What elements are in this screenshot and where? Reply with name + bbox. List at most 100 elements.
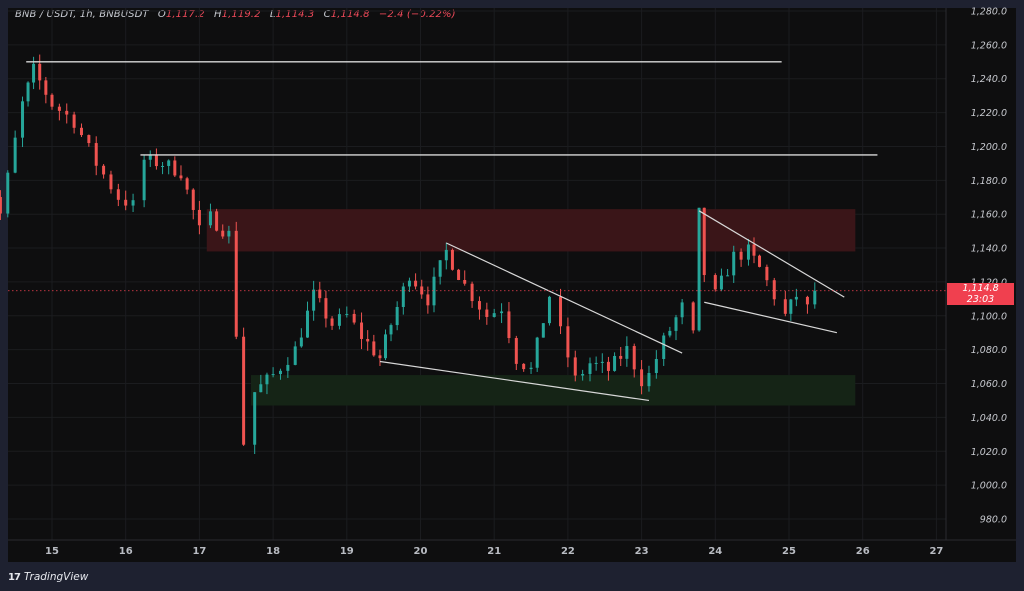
candle-up: [529, 367, 533, 370]
price-axis-label: 1,240.0: [971, 74, 1007, 85]
candle-down: [124, 199, 128, 206]
price-axis-label: 1,060.0: [971, 379, 1007, 390]
candle-up: [444, 249, 448, 261]
trendline: [698, 210, 845, 298]
candle-down: [522, 363, 526, 370]
candle-down: [185, 178, 189, 190]
price-axis-label: 980.0: [980, 514, 1007, 525]
time-axis-label: 25: [782, 546, 796, 557]
last-price-tag: 1,114.8 23:03: [947, 283, 1014, 305]
tradingview-branding[interactable]: 17 TradingView: [8, 571, 88, 583]
trendline: [446, 242, 683, 354]
candle-up: [265, 374, 269, 385]
symbol-label: BNB / USDT, 1h, BNBUSDT: [15, 9, 149, 20]
price-axis-label: 1,260.0: [971, 40, 1007, 51]
candle-down: [691, 302, 695, 331]
candle-down: [765, 266, 769, 281]
candle-down: [352, 313, 356, 323]
candle-up: [492, 313, 496, 317]
candle-up: [278, 370, 282, 375]
candle-down: [234, 230, 238, 337]
candle-up: [668, 330, 672, 336]
candle-down: [573, 357, 577, 376]
candle-down: [372, 341, 376, 356]
price-axis-label: 1,160.0: [971, 210, 1007, 221]
candle-up: [613, 355, 617, 371]
candle-up: [794, 296, 798, 300]
candle-up: [253, 392, 257, 445]
candle-up: [647, 372, 651, 387]
candle-down: [179, 175, 183, 179]
time-axis-label: 22: [561, 546, 575, 557]
candle-down: [805, 296, 809, 305]
candle-down: [713, 275, 717, 290]
candle-down: [619, 355, 623, 359]
candle-down: [197, 209, 201, 226]
candle-down: [50, 94, 54, 107]
candle-down: [420, 286, 424, 295]
candle-up: [312, 289, 316, 311]
candle-up: [383, 334, 387, 359]
candle-up: [6, 172, 10, 214]
candle-up: [719, 275, 723, 290]
candle-down: [507, 311, 511, 339]
supply-zone: [206, 209, 856, 252]
candle-up: [500, 311, 504, 314]
candle-down: [87, 135, 91, 144]
candle-up: [662, 335, 666, 359]
candle-down: [154, 154, 158, 167]
candle-down: [366, 338, 370, 342]
candle-down: [470, 283, 474, 302]
candle-down: [79, 127, 83, 136]
candle-up: [581, 373, 585, 376]
candle-up: [167, 160, 171, 166]
time-axis-label: 20: [414, 546, 428, 557]
candle-down: [378, 355, 382, 359]
candle-down: [450, 249, 454, 270]
price-axis-label: 1,040.0: [971, 413, 1007, 424]
candle-up: [32, 63, 36, 83]
candle-down: [38, 63, 42, 81]
candle-up: [271, 374, 275, 376]
candle-down: [109, 174, 113, 190]
brand-name: TradingView: [23, 571, 89, 583]
candle-up: [401, 286, 405, 307]
demand-zone: [250, 375, 856, 406]
candle-down: [191, 189, 195, 210]
price-axis-label: 1,000.0: [971, 481, 1007, 492]
candle-up: [726, 275, 730, 277]
candle-up: [697, 207, 701, 331]
candle-down: [463, 279, 467, 284]
candle-up: [299, 337, 303, 347]
time-axis-label: 15: [45, 546, 59, 557]
low-value: 1,114.3: [275, 9, 315, 20]
candle-down: [414, 280, 418, 287]
candle-up: [432, 276, 436, 306]
candle-down: [640, 369, 644, 387]
time-axis-label: 24: [708, 546, 722, 557]
candle-up: [305, 310, 309, 338]
candle-down: [72, 114, 76, 128]
candle-down: [318, 289, 322, 299]
candle-up: [337, 314, 341, 326]
candle-up: [13, 137, 17, 173]
close-value: 1,114.8: [330, 9, 370, 20]
candle-up: [594, 362, 598, 364]
candle-up: [142, 159, 146, 201]
candle-up: [813, 290, 817, 305]
candle-down: [426, 294, 430, 306]
candle-up: [541, 323, 545, 338]
candle-down: [215, 211, 219, 231]
candle-down: [739, 251, 743, 260]
candle-down: [457, 269, 461, 280]
candle-down: [477, 301, 481, 310]
price-axis-label: 1,280.0: [971, 7, 1007, 18]
candle-down: [485, 309, 489, 317]
open-value: 1,117.2: [165, 9, 205, 20]
chart-pane[interactable]: [8, 8, 1016, 562]
candle-up: [407, 280, 411, 287]
candle-up: [26, 82, 30, 102]
candle-up: [654, 358, 658, 373]
time-axis-label: 21: [487, 546, 501, 557]
